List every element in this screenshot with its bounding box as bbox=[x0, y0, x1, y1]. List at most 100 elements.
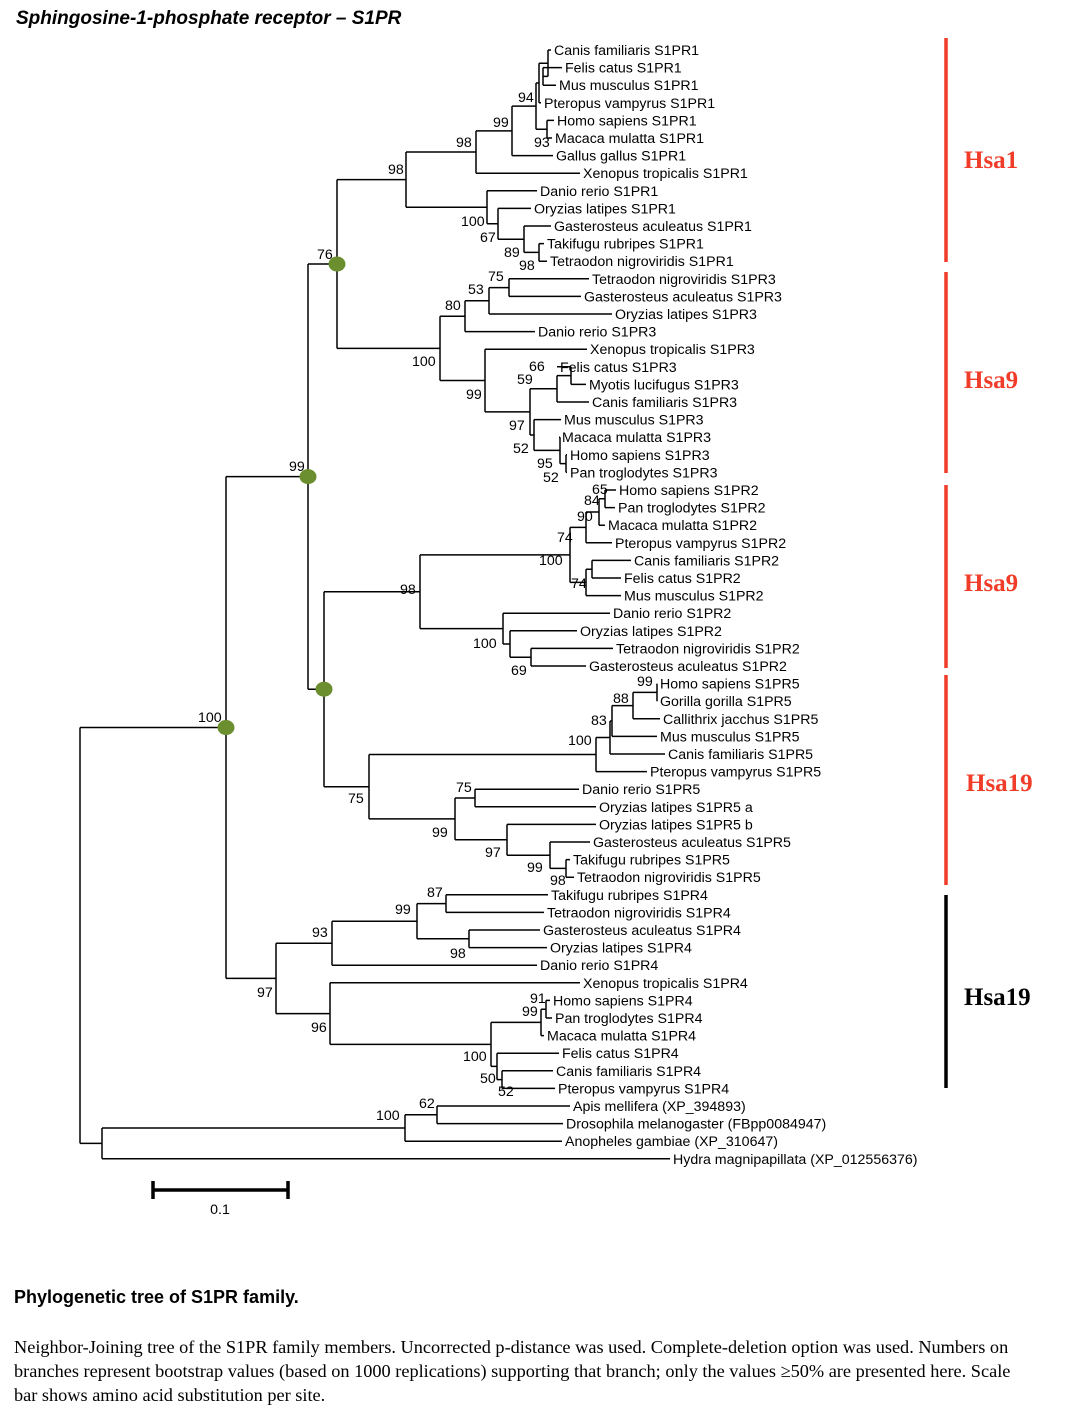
leaf-label: Tetraodon nigroviridis S1PR4 bbox=[547, 905, 731, 921]
leaf-label: Takifugu rubripes S1PR5 bbox=[573, 853, 730, 869]
leaf-label: Danio rerio S1PR3 bbox=[538, 325, 656, 341]
bootstrap-value: 100 bbox=[539, 553, 563, 569]
leaf-label: Canis familiaris S1PR3 bbox=[592, 395, 737, 411]
leaf-label: Mus musculus S1PR3 bbox=[564, 413, 704, 429]
bootstrap-value: 95 bbox=[537, 456, 553, 472]
caption-text: Neighbor-Joining tree of the S1PR family… bbox=[14, 1337, 1011, 1405]
leaf-label: Felis catus S1PR3 bbox=[560, 360, 677, 376]
bootstrap-value: 96 bbox=[311, 1020, 327, 1036]
bootstrap-value: 97 bbox=[509, 418, 525, 434]
chromosome-group-label: Hsa19 bbox=[966, 770, 1033, 797]
bootstrap-value: 65 bbox=[592, 482, 608, 498]
bootstrap-value: 84 bbox=[584, 493, 600, 509]
leaf-label: Takifugu rubripes S1PR1 bbox=[547, 237, 704, 253]
leaf-label: Homo sapiens S1PR3 bbox=[570, 448, 710, 464]
leaf-label: Gasterosteus aculeatus S1PR1 bbox=[554, 219, 752, 235]
bootstrap-value: 100 bbox=[412, 354, 436, 370]
leaf-label: Homo sapiens S1PR2 bbox=[619, 483, 759, 499]
leaf-label: Xenopus tropicalis S1PR4 bbox=[583, 976, 748, 992]
bootstrap-value: 93 bbox=[534, 135, 550, 151]
leaf-label: Canis familiaris S1PR4 bbox=[556, 1064, 701, 1080]
figure-title: Sphingosine-1-phosphate receptor – S1PR bbox=[16, 8, 402, 29]
bootstrap-value: 100 bbox=[568, 733, 592, 749]
bootstrap-value: 98 bbox=[400, 582, 416, 598]
bootstrap-value: 76 bbox=[317, 247, 333, 263]
bootstrap-value: 99 bbox=[432, 825, 448, 841]
chromosome-groups: Hsa1 Hsa9 Hsa9 Hsa19 Hsa19 bbox=[944, 38, 1033, 1088]
leaf-label: Gallus gallus S1PR1 bbox=[556, 149, 686, 165]
bootstrap-value: 100 bbox=[376, 1108, 400, 1124]
leaf-label: Tetraodon nigroviridis S1PR2 bbox=[616, 641, 800, 657]
leaf-label: Pteropus vampyrus S1PR4 bbox=[558, 1081, 729, 1097]
leaf-label: Felis catus S1PR2 bbox=[624, 571, 741, 587]
tree-branches bbox=[79, 49, 670, 1160]
leaf-label: Anopheles gambiae (XP_310647) bbox=[565, 1134, 778, 1150]
bootstrap-value: 98 bbox=[519, 258, 535, 274]
bootstrap-value: 98 bbox=[550, 873, 566, 889]
bootstrap-value: 75 bbox=[456, 780, 472, 796]
bootstrap-value: 87 bbox=[427, 885, 443, 901]
leaf-label: Pan troglodytes S1PR4 bbox=[555, 1011, 703, 1027]
bootstrap-value: 69 bbox=[511, 663, 527, 679]
leaf-label: Oryzias latipes S1PR1 bbox=[534, 201, 676, 217]
bootstrap-value: 97 bbox=[257, 985, 273, 1001]
leaf-label: Pteropus vampyrus S1PR5 bbox=[650, 765, 821, 781]
bootstrap-value: 66 bbox=[529, 359, 545, 375]
leaf-label: Macaca mulatta S1PR2 bbox=[608, 518, 757, 534]
bootstrap-value: 90 bbox=[577, 509, 593, 525]
leaf-label: Felis catus S1PR1 bbox=[565, 61, 682, 77]
bootstrap-value: 99 bbox=[466, 387, 482, 403]
bootstrap-value: 93 bbox=[312, 925, 328, 941]
leaf-label: Tetraodon nigroviridis S1PR5 bbox=[577, 870, 761, 886]
leaf-label: Myotis lucifugus S1PR3 bbox=[589, 377, 739, 393]
bootstrap-value: 100 bbox=[473, 636, 497, 652]
phylogenetic-tree: Canis familiaris S1PR1 Felis catus S1PR1 M… bbox=[79, 38, 1033, 1218]
scale-bar: 0.1 bbox=[151, 1181, 290, 1218]
leaf-label: Pteropus vampyrus S1PR1 bbox=[544, 96, 715, 112]
bootstrap-value: 99 bbox=[395, 902, 411, 918]
bootstrap-value: 50 bbox=[480, 1071, 496, 1087]
bootstrap-value: 62 bbox=[419, 1096, 435, 1112]
bootstrap-value: 67 bbox=[480, 230, 496, 246]
leaf-label: Callithrix jacchus S1PR5 bbox=[663, 712, 818, 728]
leaf-label: Gasterosteus aculeatus S1PR5 bbox=[593, 835, 791, 851]
leaf-label: Danio rerio S1PR4 bbox=[540, 958, 658, 974]
bootstrap-value: 99 bbox=[289, 459, 305, 475]
bootstrap-value: 99 bbox=[522, 1004, 538, 1020]
leaf-label: Pteropus vampyrus S1PR2 bbox=[615, 536, 786, 552]
leaf-label: Oryzias latipes S1PR5 a bbox=[599, 800, 753, 816]
leaf-label: Danio rerio S1PR1 bbox=[540, 184, 658, 200]
caption-title: Phylogenetic tree of S1PR family. bbox=[14, 1287, 299, 1307]
leaf-label: Homo sapiens S1PR4 bbox=[553, 993, 693, 1009]
bootstrap-value: 52 bbox=[498, 1084, 514, 1100]
leaf-label: Macaca mulatta S1PR4 bbox=[547, 1029, 696, 1045]
leaf-label: Xenopus tropicalis S1PR1 bbox=[583, 166, 748, 182]
leaf-label: Homo sapiens S1PR1 bbox=[557, 113, 697, 129]
leaf-label: Canis familiaris S1PR1 bbox=[554, 43, 699, 59]
bootstrap-value: 97 bbox=[485, 845, 501, 861]
leaf-label: Danio rerio S1PR5 bbox=[582, 782, 700, 798]
leaf-label: Macaca mulatta S1PR3 bbox=[562, 430, 711, 446]
leaf-label: Apis mellifera (XP_394893) bbox=[573, 1099, 746, 1115]
leaf-labels: Canis familiaris S1PR1 Felis catus S1PR1 M… bbox=[534, 43, 918, 1168]
leaf-label: Pan troglodytes S1PR3 bbox=[570, 465, 718, 481]
bootstrap-value: 98 bbox=[388, 162, 404, 178]
leaf-label: Oryzias latipes S1PR3 bbox=[615, 307, 757, 323]
leaf-label: Mus musculus S1PR2 bbox=[624, 589, 764, 605]
leaf-label: Homo sapiens S1PR5 bbox=[660, 677, 800, 693]
leaf-label: Danio rerio S1PR2 bbox=[613, 606, 731, 622]
bootstrap-value: 74 bbox=[571, 576, 587, 592]
duplication-node-marker bbox=[328, 256, 346, 272]
chromosome-group-label: Hsa1 bbox=[964, 147, 1018, 174]
leaf-label: Mus musculus S1PR5 bbox=[660, 729, 800, 745]
bootstrap-value: 100 bbox=[463, 1049, 487, 1065]
bootstrap-value: 99 bbox=[527, 860, 543, 876]
bootstrap-value: 52 bbox=[543, 470, 559, 486]
bootstrap-value: 59 bbox=[517, 372, 533, 388]
chromosome-group-label: Hsa19 bbox=[964, 984, 1031, 1011]
bootstrap-value: 75 bbox=[488, 269, 504, 285]
duplication-node-marker bbox=[315, 681, 333, 697]
leaf-label: Xenopus tropicalis S1PR3 bbox=[590, 342, 755, 358]
bootstrap-value: 75 bbox=[348, 791, 364, 807]
branch-lines bbox=[79, 49, 670, 1160]
